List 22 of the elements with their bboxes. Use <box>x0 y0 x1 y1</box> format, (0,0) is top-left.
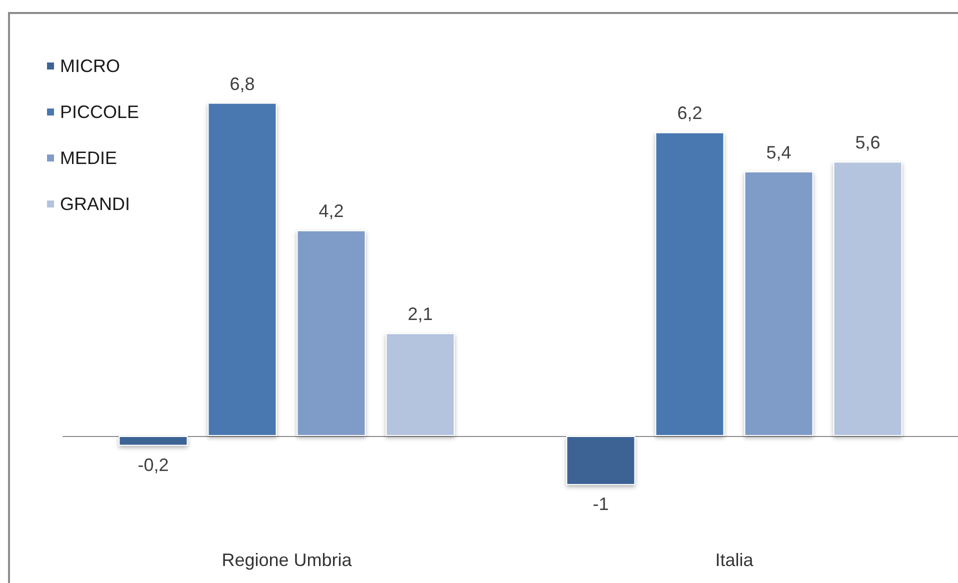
legend-label: MICRO <box>60 56 120 76</box>
bar <box>208 102 277 436</box>
data-label: 4,2 <box>318 201 344 222</box>
data-label: 5,4 <box>766 142 792 162</box>
x-tick-label: Italia <box>715 550 754 570</box>
bar <box>833 162 902 436</box>
data-label: 5,6 <box>855 132 880 153</box>
data-label: 6,8 <box>230 74 255 94</box>
bar <box>655 132 724 436</box>
bar <box>386 333 455 436</box>
x-tick-label: Regione Umbria <box>222 550 353 570</box>
legend-label: PICCOLE <box>60 102 140 122</box>
data-label: 6,2 <box>677 103 702 124</box>
data-label: 2,1 <box>408 304 433 324</box>
bar <box>566 436 636 485</box>
bar <box>118 436 188 446</box>
bar <box>296 230 366 436</box>
data-label: -1 <box>592 494 609 514</box>
legend-label: GRANDI <box>60 194 130 214</box>
data-label: -0,2 <box>138 454 169 475</box>
bar <box>744 171 814 436</box>
legend-label: MEDIE <box>60 148 118 168</box>
